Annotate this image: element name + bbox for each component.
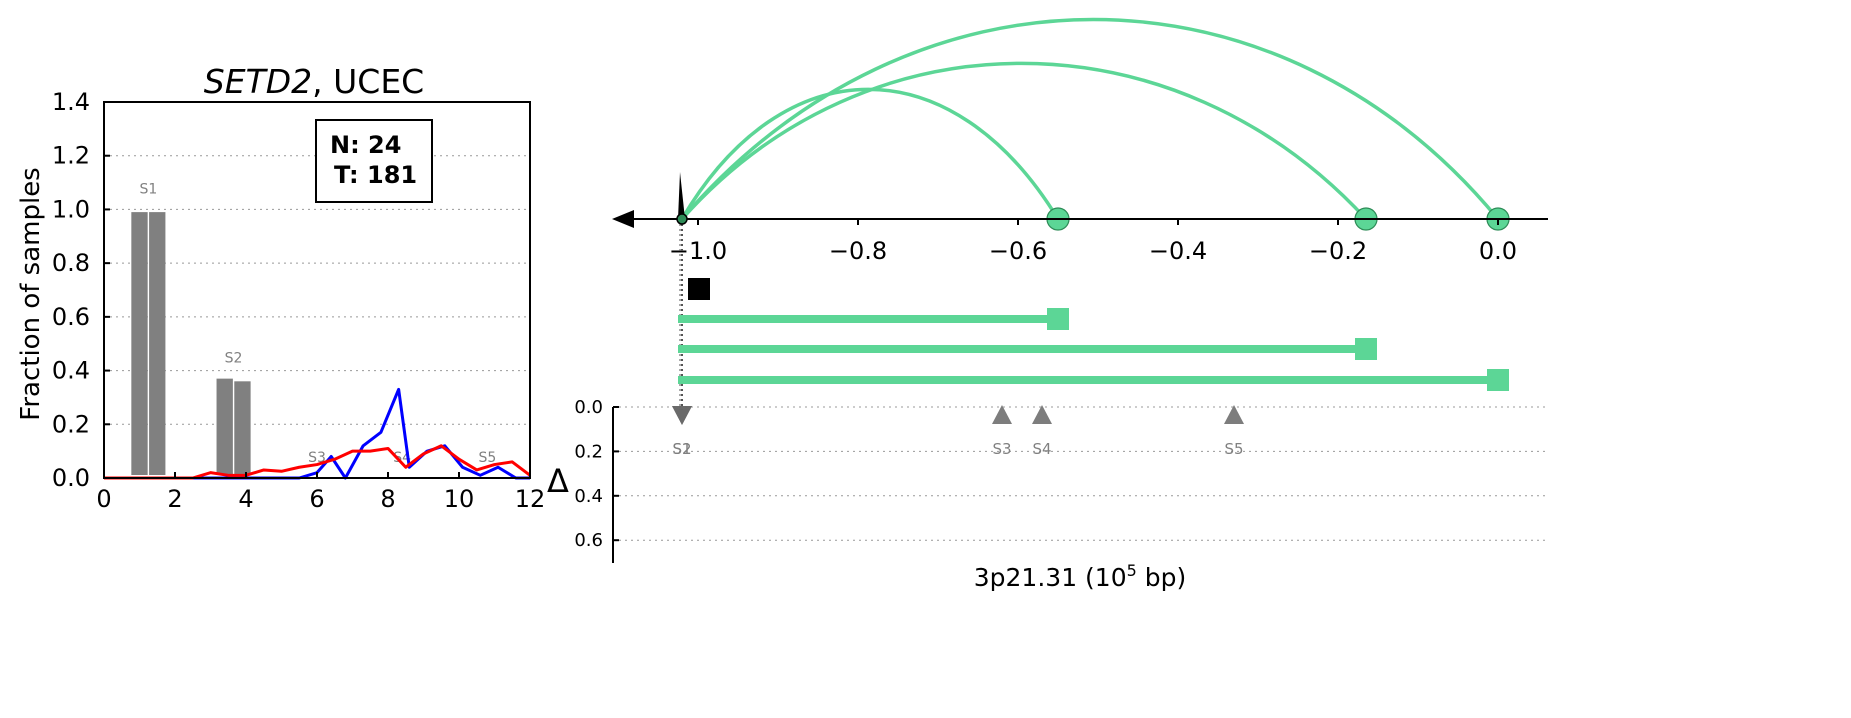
delta-tick-label: 0.2 xyxy=(574,441,603,462)
delta-marker xyxy=(1032,405,1052,424)
y-tick-label: 0.8 xyxy=(52,249,90,277)
x-tick-label: 0 xyxy=(96,485,111,513)
loop-end-circle xyxy=(1354,207,1378,231)
loop-segments-group xyxy=(678,278,1509,391)
genome-tick-label: −1.0 xyxy=(669,237,727,265)
bar-label: S5 xyxy=(479,450,497,466)
y-ticks-group: 0.0 0.2 0.4 0.6 0.8 1.0 1.2 1.4 xyxy=(52,88,110,492)
bar xyxy=(149,212,166,475)
delta-marker xyxy=(672,406,692,425)
segment-end-square xyxy=(688,278,710,300)
x-tick-label: 12 xyxy=(515,485,546,513)
bars-group xyxy=(131,212,251,475)
loop-arc xyxy=(680,87,1060,220)
bar xyxy=(131,212,148,475)
chart-title: SETD2, UCEC xyxy=(204,62,424,101)
loop-arc xyxy=(680,61,1368,221)
y-tick-label: 1.4 xyxy=(52,88,90,116)
legend-t-count: T: 181 xyxy=(334,161,417,189)
delta-marker-label: S3 xyxy=(992,440,1011,458)
delta-marker-label: S2 xyxy=(672,440,691,458)
loop-end-circle xyxy=(1046,207,1070,231)
anchor-group xyxy=(676,172,688,410)
series-lines-group xyxy=(104,387,531,480)
delta-marker xyxy=(992,405,1012,424)
delta-marker xyxy=(1224,405,1244,424)
x-tick-label: 4 xyxy=(238,485,253,513)
x-tick-label: 10 xyxy=(444,485,475,513)
delta-marker xyxy=(672,406,692,425)
loop-end-circle xyxy=(1486,207,1510,231)
y-tick-label: 0.0 xyxy=(52,464,90,492)
chart-title-cancer: , UCEC xyxy=(312,62,424,101)
bar-label: S1 xyxy=(139,181,157,197)
legend-box: N: 24 T: 181 xyxy=(315,119,433,203)
delta-marker-label: S5 xyxy=(1224,440,1243,458)
grid-lines xyxy=(104,155,530,425)
bar xyxy=(234,381,251,475)
legend-frame xyxy=(315,119,433,203)
x-axis-label: 3p21.31 (105 bp) xyxy=(974,561,1187,592)
x-ticks-group: 0 2 4 6 8 10 12 xyxy=(96,472,545,513)
bar xyxy=(216,378,233,475)
delta-grid-lines xyxy=(613,406,1548,541)
y-tick-label: 0.6 xyxy=(52,303,90,331)
axis-left-arrow-icon xyxy=(612,210,634,228)
y-tick-label: 0.4 xyxy=(52,357,90,385)
legend-n-count: N: 24 xyxy=(330,131,401,159)
chart-title-gene: SETD2 xyxy=(204,62,312,101)
y-tick-label: 0.2 xyxy=(52,410,90,438)
y-axis-label: Fraction of samples xyxy=(16,167,46,420)
segment-end-square xyxy=(1355,338,1377,360)
bar-label: S2 xyxy=(225,351,243,367)
x-tick-label: 2 xyxy=(167,485,182,513)
delta-tick-label: 0.0 xyxy=(574,397,603,418)
genome-axis-ticks: −1.0 −0.8 −0.6 −0.4 −0.2 0.0 xyxy=(669,219,1517,265)
delta-marker-label: S4 xyxy=(1032,440,1051,458)
y-tick-label: 1.0 xyxy=(52,195,90,223)
anchor-point xyxy=(676,213,688,225)
y-tick-label: 1.2 xyxy=(52,142,90,170)
genome-tick-label: 0.0 xyxy=(1479,237,1517,265)
delta-marker-label: S1 xyxy=(672,440,691,458)
x-tick-label: 6 xyxy=(309,485,324,513)
x-tick-label: 8 xyxy=(380,485,395,513)
segment-end-square xyxy=(1487,369,1509,391)
delta-ticks-group: 0.0 0.2 0.4 0.6 xyxy=(574,397,619,551)
genome-tick-label: −0.2 xyxy=(1309,237,1367,265)
segment-end-square xyxy=(1047,308,1069,330)
genome-tick-label: −0.4 xyxy=(1149,237,1207,265)
delta-tick-label: 0.4 xyxy=(574,486,603,507)
genome-tick-label: −0.8 xyxy=(829,237,887,265)
delta-tick-label: 0.6 xyxy=(574,530,603,551)
loop-arcs-group xyxy=(680,17,1510,231)
anchor-spike xyxy=(678,172,685,219)
loop-arc xyxy=(680,17,1500,221)
genome-tick-label: −0.6 xyxy=(989,237,1047,265)
